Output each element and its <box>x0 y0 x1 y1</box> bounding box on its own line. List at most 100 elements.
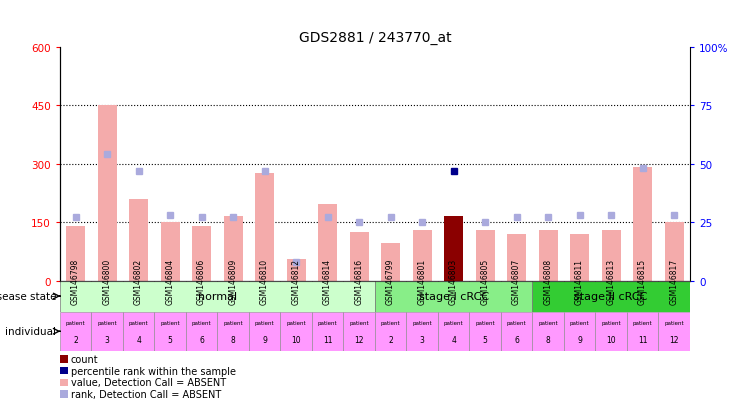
Text: patient: patient <box>255 320 274 325</box>
Bar <box>476 230 494 281</box>
Bar <box>350 232 369 281</box>
Text: 6: 6 <box>514 336 519 344</box>
Bar <box>444 217 463 281</box>
Text: patient: patient <box>538 320 558 325</box>
Text: percentile rank within the sample: percentile rank within the sample <box>71 366 236 376</box>
Text: GSM146799: GSM146799 <box>386 258 395 304</box>
Bar <box>627 312 658 351</box>
Bar <box>564 312 596 351</box>
Text: patient: patient <box>412 320 432 325</box>
Bar <box>186 312 218 351</box>
Bar <box>532 312 564 351</box>
Bar <box>129 199 148 281</box>
Text: 11: 11 <box>323 336 332 344</box>
Text: patient: patient <box>223 320 243 325</box>
Text: patient: patient <box>318 320 337 325</box>
Text: 5: 5 <box>483 336 488 344</box>
Text: patient: patient <box>633 320 653 325</box>
Text: value, Detection Call = ABSENT: value, Detection Call = ABSENT <box>71 377 226 387</box>
Text: patient: patient <box>128 320 148 325</box>
Bar <box>469 312 501 351</box>
Bar <box>507 234 526 281</box>
Bar <box>60 281 375 312</box>
Text: 8: 8 <box>231 336 236 344</box>
Text: GSM146817: GSM146817 <box>669 258 679 304</box>
Text: patient: patient <box>192 320 212 325</box>
Bar <box>596 312 627 351</box>
Bar <box>412 230 431 281</box>
Bar <box>287 259 306 281</box>
Text: GSM146805: GSM146805 <box>480 258 490 304</box>
Text: GSM146807: GSM146807 <box>512 258 521 304</box>
Bar <box>280 312 312 351</box>
Bar <box>532 281 690 312</box>
Text: 2: 2 <box>388 336 393 344</box>
Bar <box>375 281 532 312</box>
Bar <box>66 226 85 281</box>
Bar <box>570 234 589 281</box>
Text: 11: 11 <box>638 336 648 344</box>
Bar <box>539 230 558 281</box>
Text: GSM146804: GSM146804 <box>166 258 174 304</box>
Text: 6: 6 <box>199 336 204 344</box>
Bar <box>375 312 407 351</box>
Text: 9: 9 <box>577 336 582 344</box>
Text: disease state: disease state <box>0 291 56 301</box>
Text: GSM146809: GSM146809 <box>228 258 237 304</box>
Text: normal: normal <box>198 291 237 301</box>
Text: patient: patient <box>161 320 180 325</box>
Bar <box>633 168 652 281</box>
Bar <box>312 312 343 351</box>
Text: GSM146806: GSM146806 <box>197 258 206 304</box>
Text: GSM146810: GSM146810 <box>260 258 269 304</box>
Bar <box>218 312 249 351</box>
Text: 10: 10 <box>291 336 301 344</box>
Bar <box>161 223 180 281</box>
Text: 5: 5 <box>168 336 172 344</box>
Text: patient: patient <box>507 320 526 325</box>
Text: 2: 2 <box>73 336 78 344</box>
Text: GSM146816: GSM146816 <box>355 258 364 304</box>
Text: 4: 4 <box>451 336 456 344</box>
Text: 8: 8 <box>546 336 550 344</box>
Text: patient: patient <box>602 320 621 325</box>
Text: patient: patient <box>570 320 589 325</box>
Text: GSM146812: GSM146812 <box>291 258 301 304</box>
Bar <box>223 217 242 281</box>
Text: GSM146813: GSM146813 <box>607 258 615 304</box>
Text: GSM146802: GSM146802 <box>134 258 143 304</box>
Text: GSM146803: GSM146803 <box>449 258 458 304</box>
Text: GSM146800: GSM146800 <box>103 258 112 304</box>
Text: patient: patient <box>66 320 85 325</box>
Text: patient: patient <box>444 320 464 325</box>
Text: patient: patient <box>97 320 117 325</box>
Text: patient: patient <box>349 320 369 325</box>
Text: patient: patient <box>381 320 401 325</box>
Bar <box>98 106 117 281</box>
Bar <box>255 174 274 281</box>
Text: GSM146811: GSM146811 <box>575 258 584 304</box>
Text: GSM146801: GSM146801 <box>418 258 426 304</box>
Bar <box>192 226 211 281</box>
Bar <box>407 312 438 351</box>
Text: stage II cRCC: stage II cRCC <box>575 291 648 301</box>
Text: patient: patient <box>286 320 306 325</box>
Text: patient: patient <box>475 320 495 325</box>
Bar <box>381 244 400 281</box>
Text: count: count <box>71 354 99 364</box>
Title: GDS2881 / 243770_at: GDS2881 / 243770_at <box>299 31 451 45</box>
Bar <box>343 312 375 351</box>
Text: rank, Detection Call = ABSENT: rank, Detection Call = ABSENT <box>71 389 221 399</box>
Text: 3: 3 <box>420 336 425 344</box>
Bar <box>60 312 91 351</box>
Bar <box>438 312 469 351</box>
Bar <box>501 312 532 351</box>
Text: 9: 9 <box>262 336 267 344</box>
Bar <box>602 230 620 281</box>
Bar <box>318 205 337 281</box>
Text: 3: 3 <box>104 336 109 344</box>
Text: patient: patient <box>664 320 684 325</box>
Text: GSM146815: GSM146815 <box>638 258 647 304</box>
Text: 12: 12 <box>669 336 679 344</box>
Bar <box>664 223 683 281</box>
